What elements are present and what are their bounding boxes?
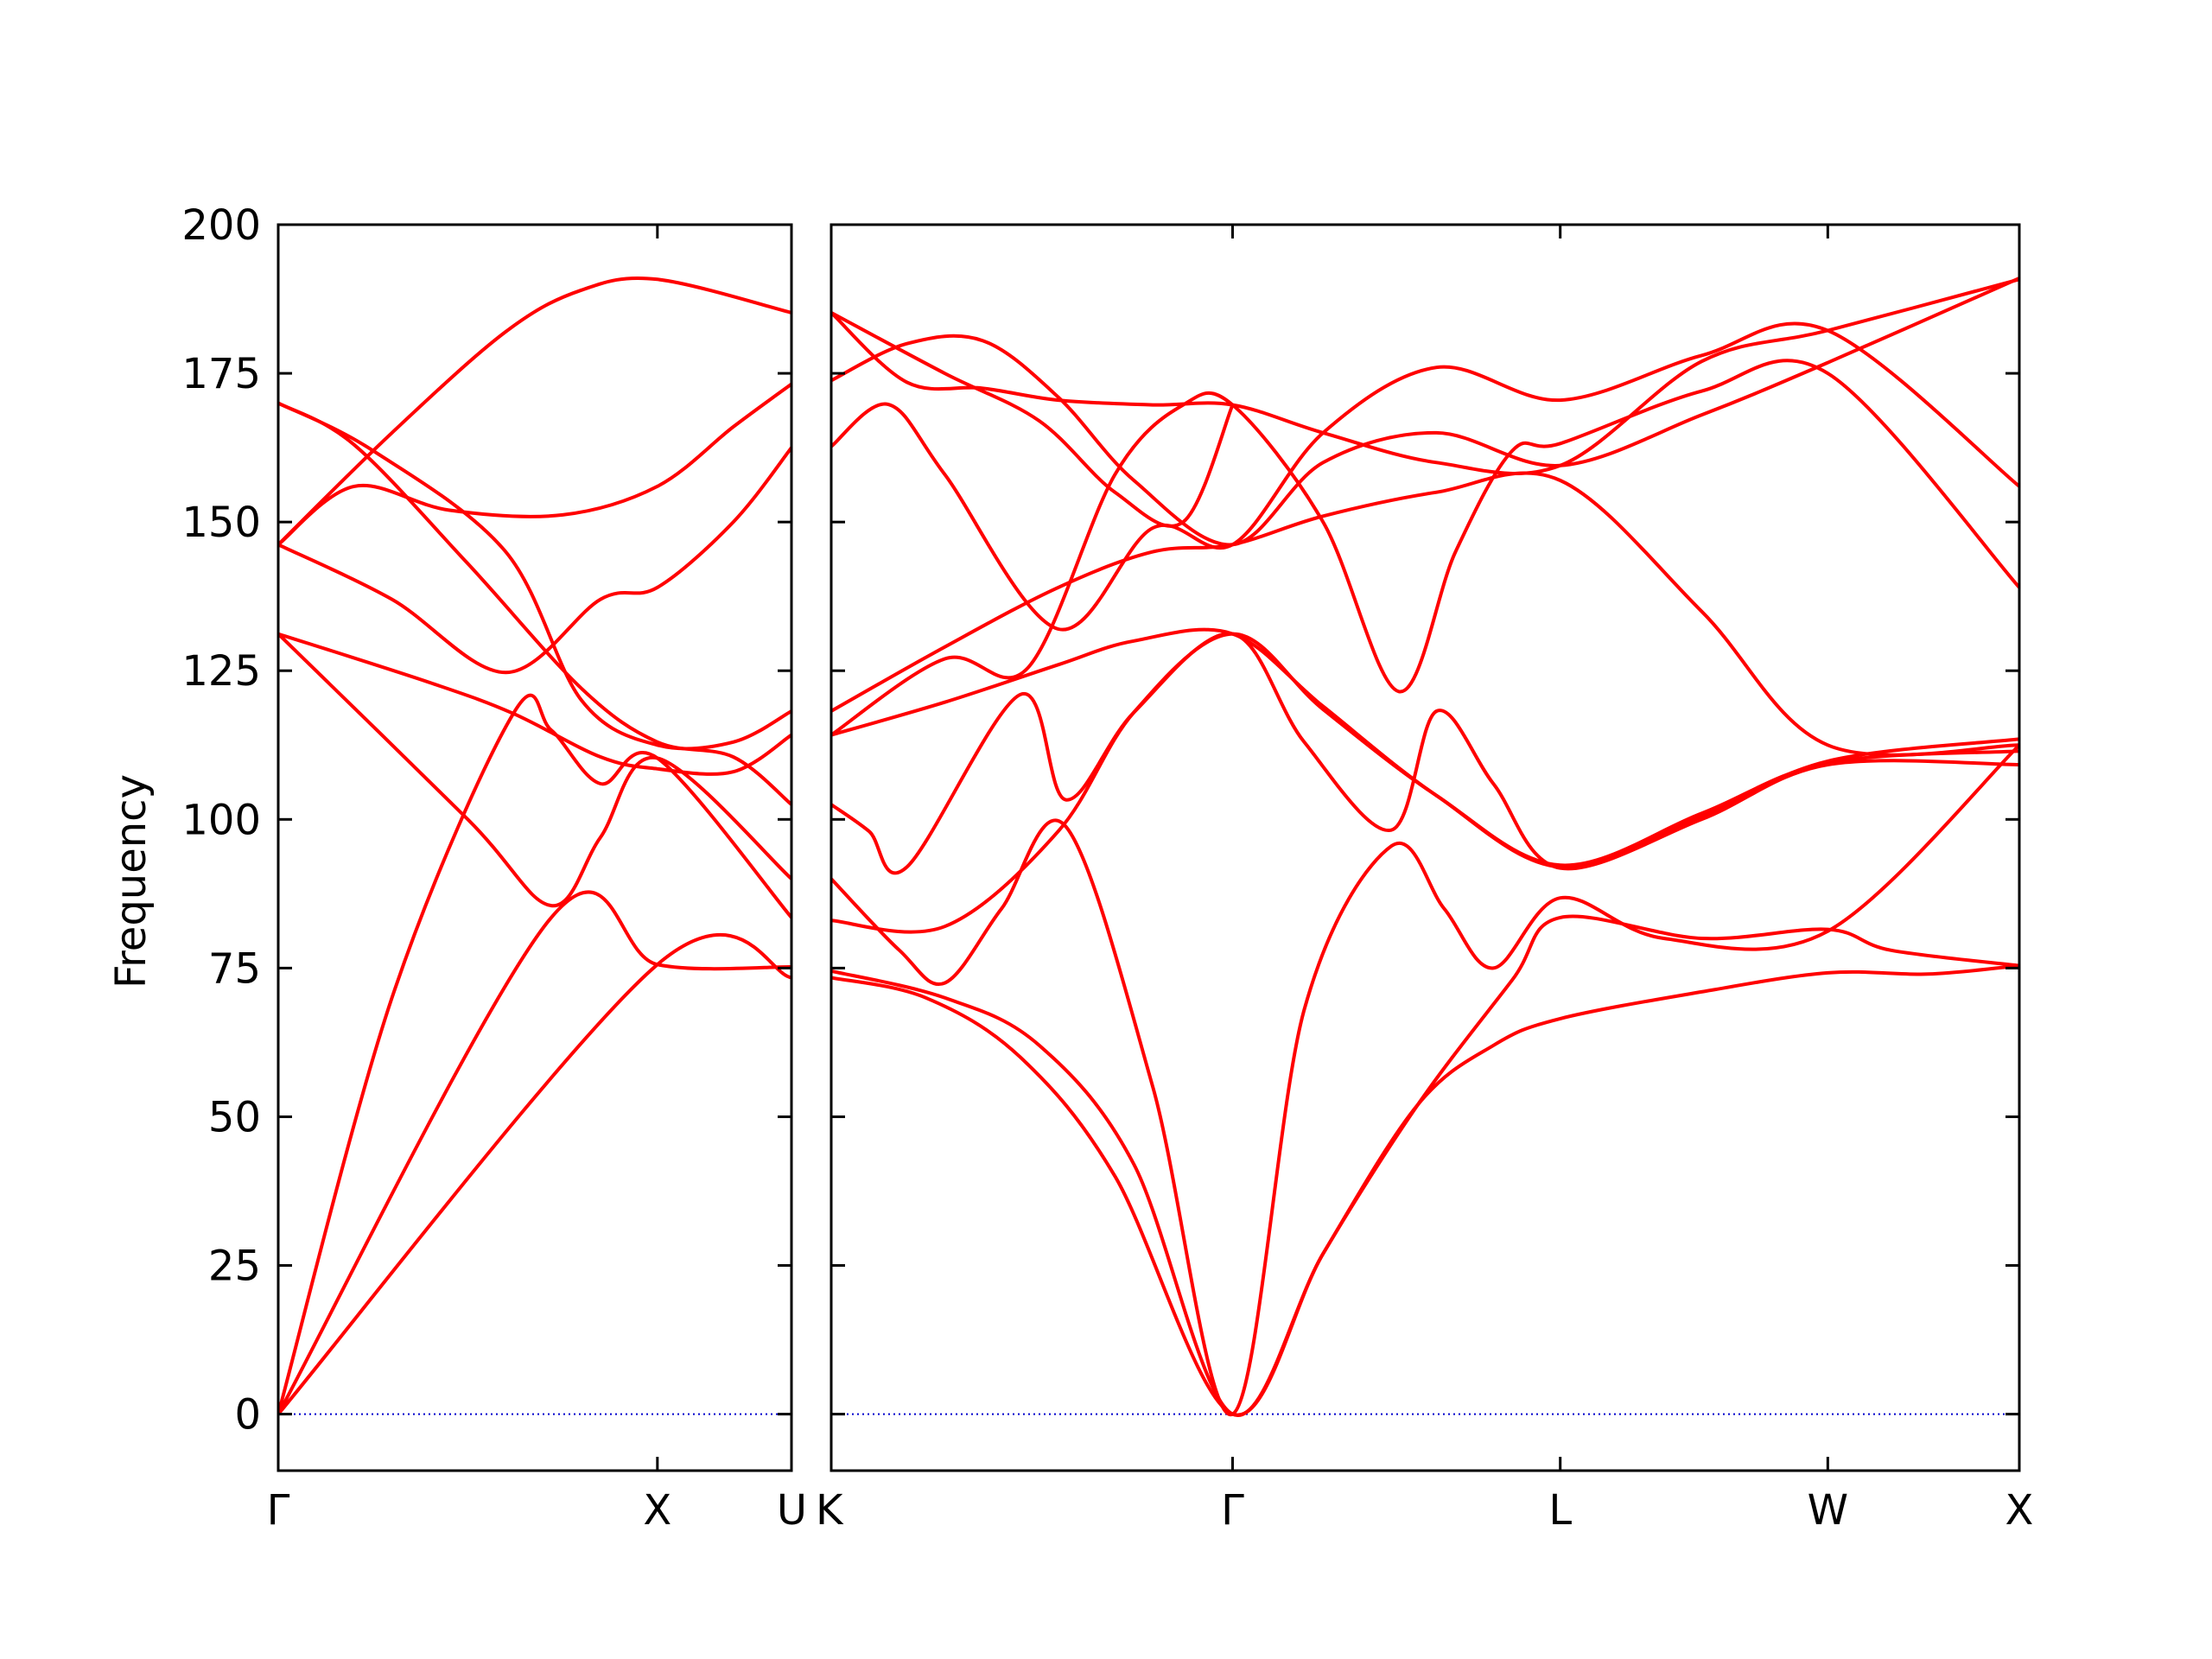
band-line-1-2 [278,932,791,1416]
x-tick-label: X [643,1486,671,1535]
band-line-1-5 [278,632,791,776]
band-line-2-7 [831,471,2019,757]
y-tick-label: 0 [234,1391,261,1440]
band-line-2-1 [831,914,2019,1417]
panel-1: 0 25 50 75 100 125 150 175 200 Γ X U [181,201,807,1535]
band-line-1-1 [278,890,791,1416]
band-line-1-6 [278,446,791,675]
y-axis-label-group: Frequency [107,774,156,988]
panel-2-frame [830,223,2021,1472]
band-line-2-9 [831,321,2019,632]
band-line-2-3 [831,743,2019,1416]
panel-1-frame [276,223,793,1472]
x-tick-label: Γ [267,1486,290,1535]
chart-panels: 0 25 50 75 100 125 150 175 200 Γ X U K Γ L W X [181,201,2033,1535]
y-tick-label: 25 [208,1243,261,1291]
x-tick-label: W [1808,1486,1848,1535]
band-line-2-12 [831,310,1235,528]
x-tick-label: Γ [1221,1486,1244,1535]
x-tick-label: K [816,1486,844,1535]
y-tick-label: 200 [181,201,261,250]
band-line-2-10 [831,276,2019,547]
panel-1-bands [278,276,791,1416]
y-tick-label: 100 [181,796,261,844]
band-line-2-6 [831,627,2019,869]
y-tick-label: 125 [181,647,261,696]
y-tick-label: 175 [181,350,261,398]
band-line-2-11 [831,277,2019,475]
band-line-2-4 [831,632,2019,875]
x-tick-label: U [777,1486,807,1535]
y-axis-label: Frequency [107,774,156,988]
y-tick-label: 75 [208,944,261,993]
band-line-2-2 [831,963,2019,1417]
band-line-1-10 [278,276,791,547]
band-line-2-8 [831,359,2019,737]
band-line-1-8 [278,401,791,807]
band-line-1-4 [278,632,791,908]
panel-2-bands [831,276,2019,1417]
y-tick-label: 150 [181,499,261,547]
y-tick-label: 50 [208,1093,261,1141]
band-line-1-7 [278,382,791,547]
x-tick-label: X [2005,1486,2034,1535]
x-tick-label: L [1548,1486,1572,1535]
band-line-1-3 [278,693,791,1416]
